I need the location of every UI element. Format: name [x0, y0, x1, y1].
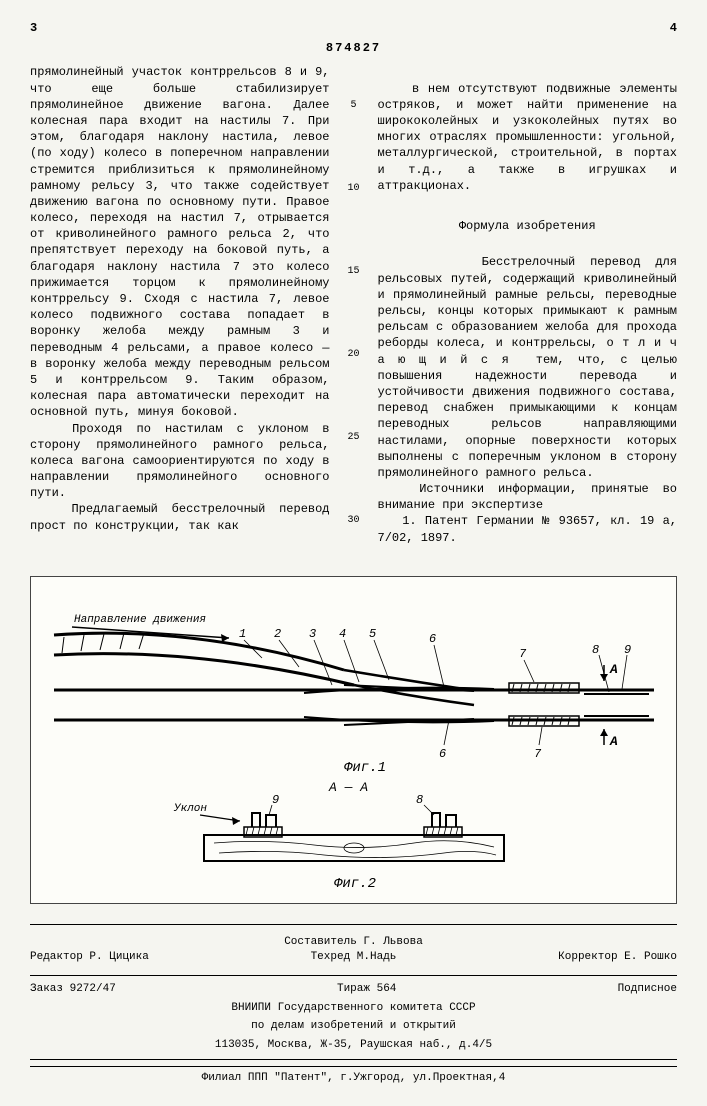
footer-branch: Филиал ППП "Патент", г.Ужгород, ул.Проек…: [30, 1066, 677, 1086]
footer-tirage: Тираж 564: [337, 982, 396, 997]
svg-text:7: 7: [519, 647, 527, 661]
column-right: в нем отсутствуют подвижные элементы ост…: [378, 64, 678, 562]
document-number: 874827: [30, 40, 677, 56]
svg-text:7: 7: [534, 747, 542, 761]
line-number-gutter: 5 10 15 20 25 30: [346, 64, 362, 562]
page-numbers: 3 4: [30, 20, 677, 36]
footer-org1: ВНИИПИ Государственного комитета СССР: [30, 1001, 677, 1016]
svg-text:1: 1: [239, 627, 246, 641]
svg-text:2: 2: [274, 627, 281, 641]
svg-text:4: 4: [339, 627, 346, 641]
column-left: прямолинейный участок контррельсов 8 и 9…: [30, 64, 330, 562]
figure-2: A — A Уклон 9 8 Фиг.2: [144, 775, 564, 895]
svg-text:6: 6: [429, 632, 436, 646]
fig2-left-num: 9: [272, 793, 279, 807]
fig2-label: Фиг.2: [334, 876, 376, 892]
page-right: 4: [670, 20, 677, 36]
footer-order: Заказ 9272/47: [30, 982, 116, 997]
footer-techred: Техред М.Надь: [311, 950, 397, 965]
footer-block: Составитель Г. Львова Редактор Р. Цицика…: [30, 924, 677, 1060]
svg-text:5: 5: [369, 627, 376, 641]
footer-corrector: Корректор Е. Рошко: [558, 950, 677, 965]
svg-text:A: A: [609, 662, 618, 677]
footer-org2: по делам изобретений и открытий: [30, 1019, 677, 1034]
footer-address: 113035, Москва, Ж-35, Раушская наб., д.4…: [30, 1038, 677, 1053]
section-title: A — A: [328, 780, 368, 795]
footer-compiler: Составитель Г. Львова: [30, 935, 677, 950]
page-left: 3: [30, 20, 37, 36]
direction-label: Направление движения: [74, 614, 206, 626]
figure-1: Направление движения A A 1 2: [44, 585, 664, 775]
slope-label: Уклон: [173, 803, 207, 815]
fig2-right-num: 8: [416, 793, 423, 807]
svg-text:6: 6: [439, 747, 446, 761]
svg-text:3: 3: [309, 627, 316, 641]
svg-text:8: 8: [592, 643, 599, 657]
fig1-label: Фиг.1: [344, 760, 386, 775]
footer-editor: Редактор Р. Цицика: [30, 950, 149, 965]
formula-title: Формула изобретения: [378, 218, 678, 234]
footer-subscription: Подписное: [618, 982, 677, 997]
text-columns: прямолинейный участок контррельсов 8 и 9…: [30, 64, 677, 562]
figures-block: Направление движения A A 1 2: [30, 576, 677, 904]
svg-text:9: 9: [624, 643, 631, 657]
col-right-p1: в нем отсутствуют подвижные элементы ост…: [378, 82, 685, 193]
svg-text:A: A: [609, 734, 618, 749]
col-right-p2: Бесстрелочный перевод для рельсовых путе…: [378, 255, 685, 544]
